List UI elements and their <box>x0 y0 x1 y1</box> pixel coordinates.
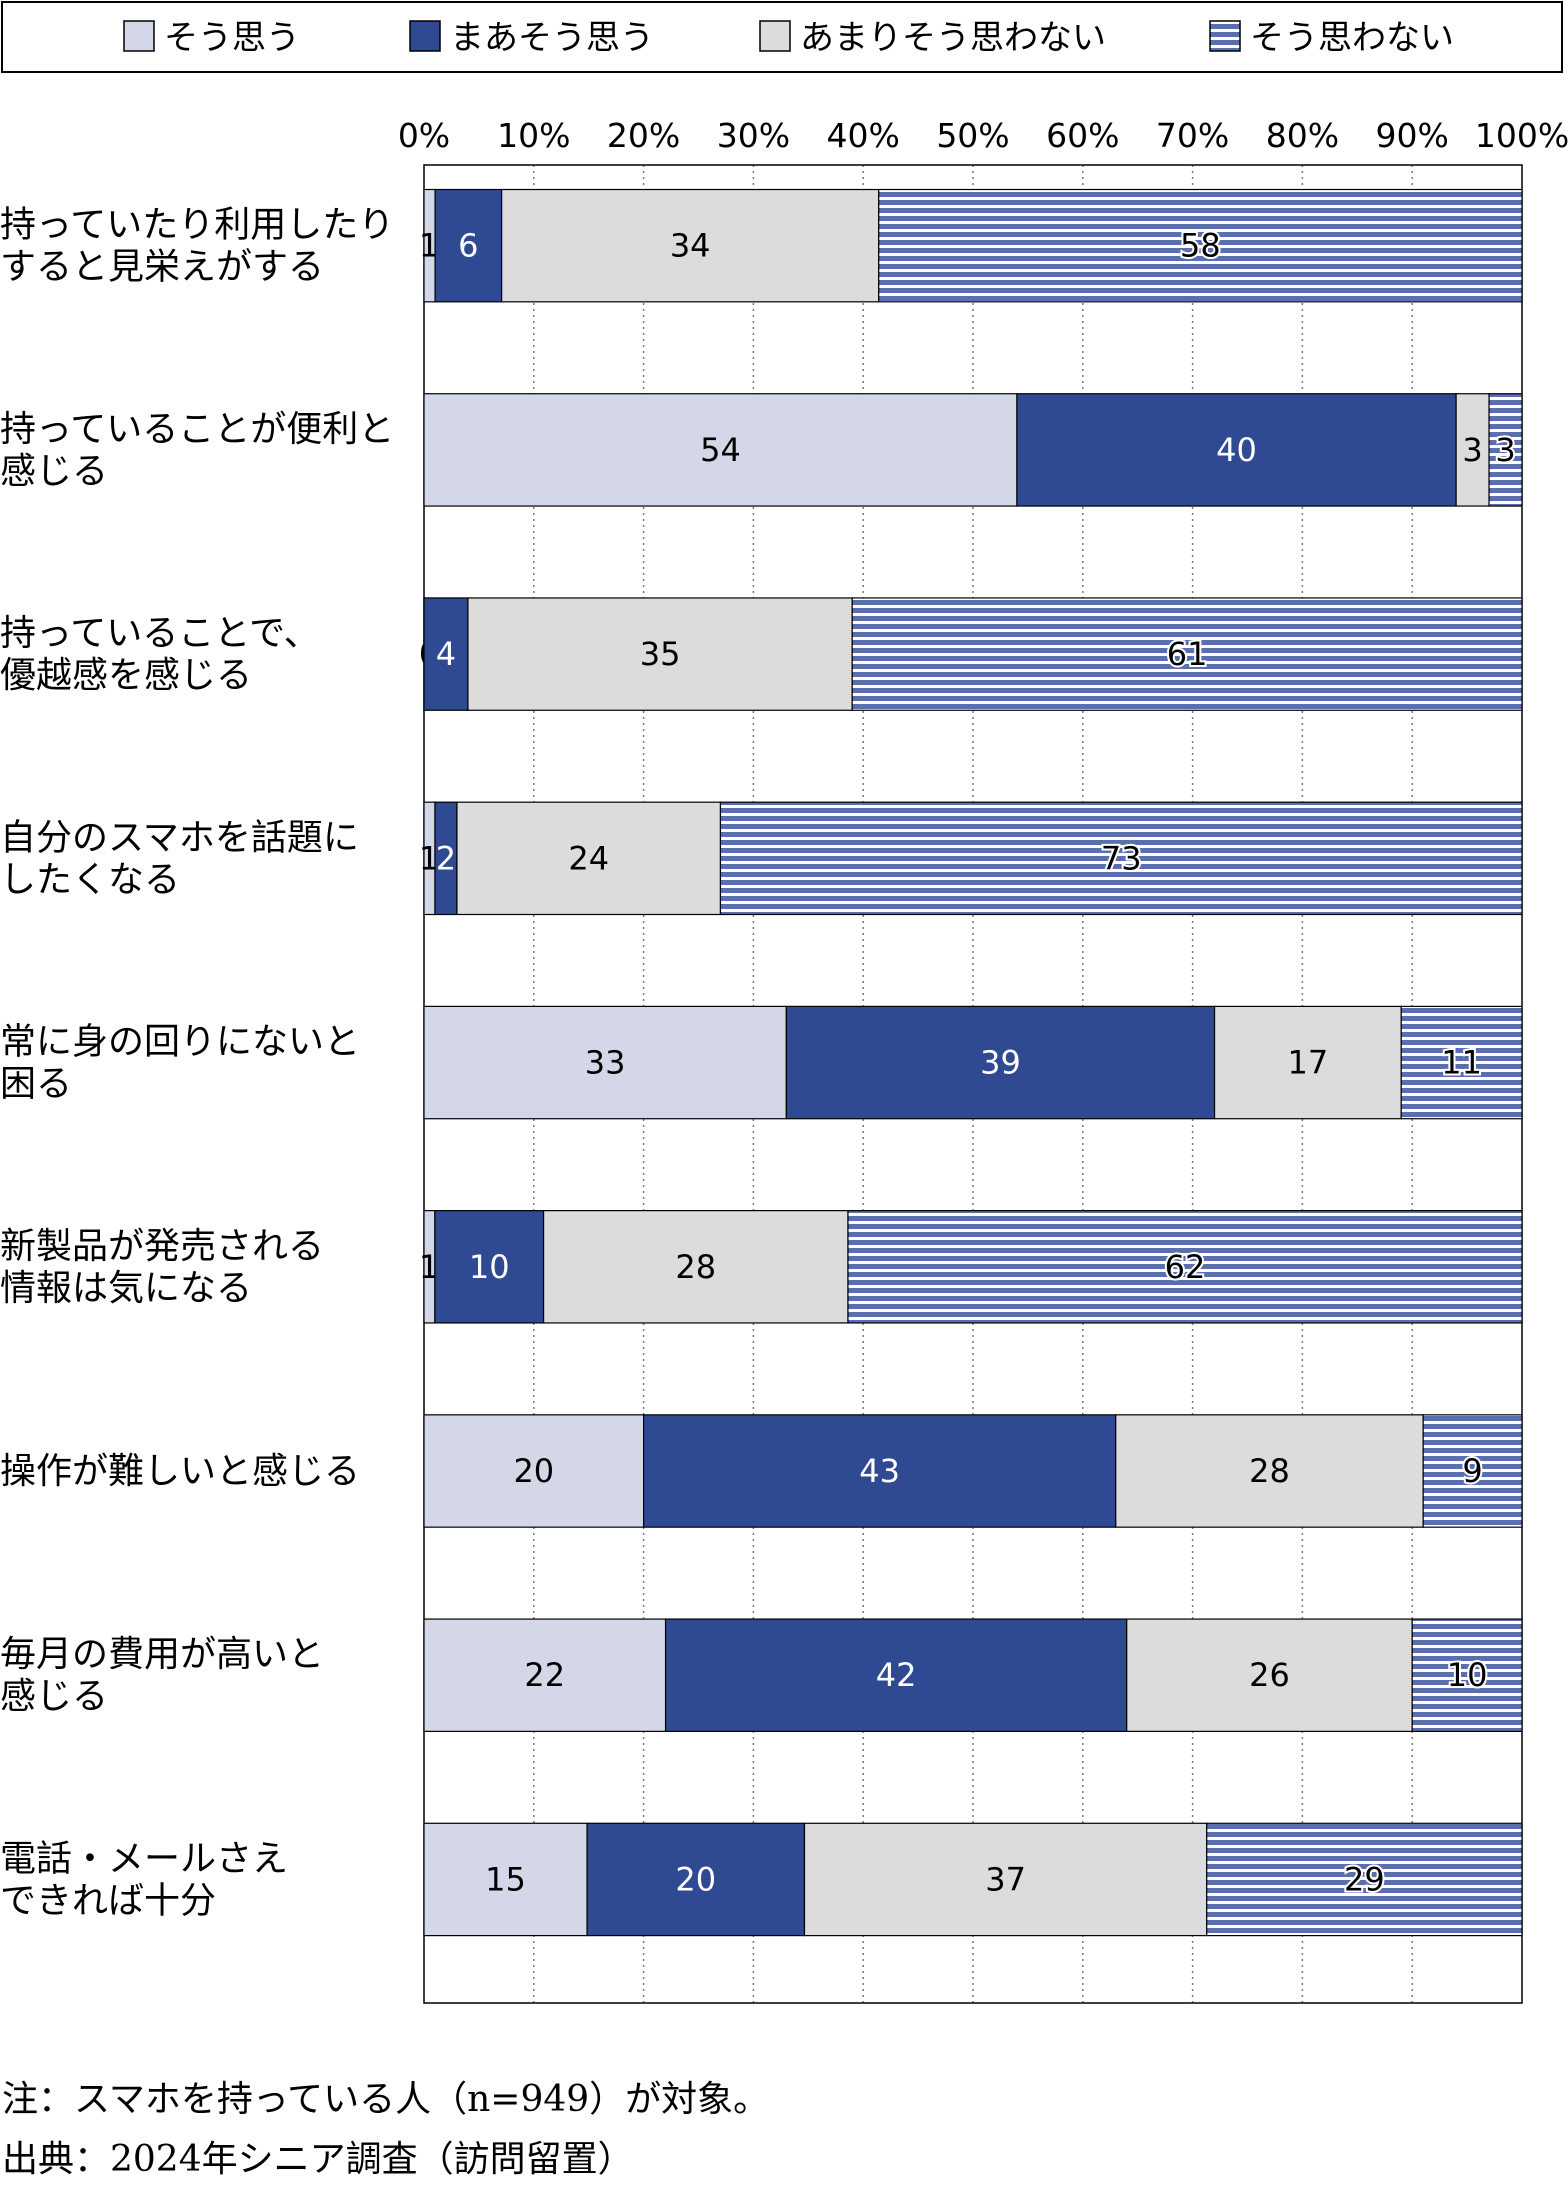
bar-segment <box>423 597 469 711</box>
data-label: 20 <box>675 1860 716 1898</box>
data-label: 10 <box>469 1248 510 1286</box>
bar-segment <box>1213 1005 1402 1120</box>
data-label: 3 <box>1462 431 1482 469</box>
bar-segment <box>803 1822 1208 1937</box>
bar-segment <box>586 1822 806 1937</box>
data-label: 20 <box>513 1452 554 1490</box>
category-label: 新製品が発売される情報は気になる <box>0 1226 324 1309</box>
legend-swatch <box>123 20 155 52</box>
legend-label: まあそう思う <box>450 18 654 58</box>
stacked-bar-chart: そう思う まあそう思う あまりそう思わない そう思わない 0% 10% 20% 30% 40%… <box>0 1 1568 2004</box>
bar-segment <box>1126 1618 1413 1732</box>
bar-segment <box>847 1210 1523 1324</box>
x-tick-label: 20% <box>607 116 680 155</box>
bar-segment <box>1422 1414 1523 1528</box>
bar-segment <box>423 1414 645 1528</box>
x-tick-label: 10% <box>497 116 570 155</box>
data-label: 29 <box>1344 1860 1385 1898</box>
x-tick-label: 60% <box>1046 116 1119 155</box>
data-label: 73 <box>1101 839 1142 877</box>
x-tick-label: 90% <box>1376 116 1449 155</box>
data-label: 1 <box>419 227 439 265</box>
data-label: 42 <box>876 1656 917 1694</box>
bar-segment <box>878 188 1523 303</box>
data-label: 26 <box>1249 1656 1290 1694</box>
bar-segment <box>1455 393 1490 507</box>
x-tick-label: 70% <box>1156 116 1229 155</box>
x-tick-label: 0% <box>398 116 450 155</box>
data-label: 11 <box>1441 1044 1482 1082</box>
bar-segment <box>1488 393 1523 507</box>
bar-segment <box>434 188 503 303</box>
category-label: 持っていることが便利と感じる <box>0 409 394 492</box>
data-label: 40 <box>1216 431 1257 469</box>
bar-segment <box>423 1005 787 1120</box>
category-label: 常に身の回りにないと困る <box>0 1022 360 1105</box>
bar-segment <box>542 1210 849 1324</box>
data-label: 10 <box>1447 1656 1488 1694</box>
data-label: 62 <box>1165 1248 1206 1286</box>
legend-swatch <box>759 20 791 52</box>
bar-segment <box>1115 1414 1424 1528</box>
legend-label: そう思わない <box>1250 18 1454 58</box>
data-label: 3 <box>1495 431 1515 469</box>
bar-segment <box>719 801 1523 916</box>
data-label: 34 <box>670 227 711 265</box>
data-label: 6 <box>458 227 478 265</box>
bar-segment <box>1400 1005 1523 1120</box>
x-tick-label: 30% <box>717 116 790 155</box>
legend-label: そう思う <box>164 18 300 58</box>
bar-segment <box>434 1210 545 1324</box>
bar-segment <box>423 1618 667 1732</box>
data-label: 17 <box>1288 1044 1329 1082</box>
legend: そう思う まあそう思う あまりそう思わない そう思わない <box>1 1 1563 73</box>
data-label: 1 <box>419 1248 439 1286</box>
bar-segment <box>1411 1618 1523 1732</box>
x-tick-label: 100% <box>1475 116 1568 155</box>
data-label: 43 <box>859 1452 900 1490</box>
x-tick-label: 80% <box>1266 116 1339 155</box>
category-label: 自分のスマホを話題にしたくなる <box>0 817 359 900</box>
data-label: 1 <box>419 839 439 877</box>
footnote-source: 出典：2024年シニア調査（訪問留置） <box>2 2139 634 2180</box>
data-label: 58 <box>1180 227 1221 265</box>
data-label: 15 <box>485 1860 526 1898</box>
data-label: 28 <box>675 1248 716 1286</box>
bar-segment <box>501 188 880 303</box>
data-label: 33 <box>585 1044 626 1082</box>
bar-segment <box>423 393 1018 507</box>
bar-segment <box>642 1414 1117 1528</box>
legend-swatch <box>409 20 441 52</box>
bar-segment <box>423 1822 588 1937</box>
category-label: 持っていたり利用したりすると見栄えがする <box>0 205 394 288</box>
data-label: 28 <box>1249 1452 1290 1490</box>
data-label: 61 <box>1167 635 1208 673</box>
category-label: 電話・メールさえできれば十分 <box>0 1838 288 1921</box>
data-label: 54 <box>700 431 741 469</box>
bar-segment <box>851 597 1523 711</box>
legend-label: あまりそう思わない <box>800 18 1106 58</box>
data-label: 35 <box>640 635 681 673</box>
data-label: 2 <box>436 839 456 877</box>
category-label: 毎月の費用が高いと感じる <box>0 1634 324 1717</box>
category-label: 操作が難しいと感じる <box>0 1451 360 1492</box>
data-label: 22 <box>524 1656 565 1694</box>
data-label: 24 <box>568 839 609 877</box>
bar-segment <box>1206 1822 1523 1937</box>
data-label: 9 <box>1462 1452 1482 1490</box>
legend-swatch <box>1209 20 1241 52</box>
bar-segment <box>467 597 853 711</box>
category-label: 持っていることで、優越感を感じる <box>0 613 320 696</box>
x-tick-label: 50% <box>936 116 1009 155</box>
data-label: 39 <box>980 1044 1021 1082</box>
data-label: 4 <box>436 635 456 673</box>
x-tick-label: 40% <box>827 116 900 155</box>
footnote-target: 注：スマホを持っている人（n=949）が対象。 <box>2 2079 770 2120</box>
plot-area: 0% 10% 20% 30% 40% 50% 60% 70% 80% 90% 100% 持っていたり利… <box>0 116 1568 2004</box>
data-label: 37 <box>985 1860 1026 1898</box>
